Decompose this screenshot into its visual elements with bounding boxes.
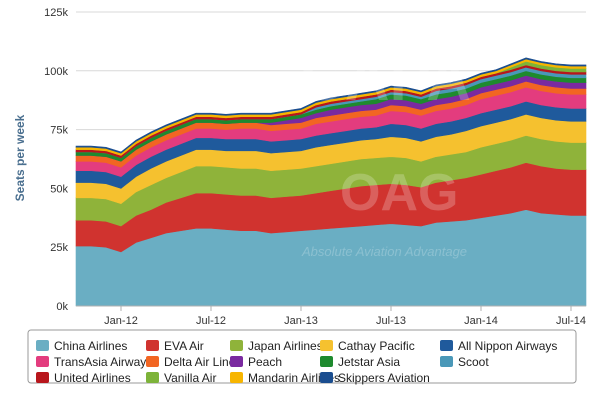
area-series <box>75 57 587 307</box>
legend-label: Scoot <box>458 355 489 369</box>
y-tick-label: 75k <box>50 125 68 137</box>
legend-item[interactable]: Jetstar Asia <box>320 355 400 369</box>
legend-swatch <box>146 356 159 367</box>
legend-swatch <box>320 340 333 351</box>
y-tick-label: 100k <box>44 66 68 78</box>
oag-watermark: OAG <box>340 164 458 222</box>
legend-label: China Airlines <box>54 339 127 353</box>
legend-item[interactable]: Delta Air Lines <box>146 355 241 369</box>
y-tick-label: 25k <box>50 242 68 254</box>
legend-item[interactable]: Vanilla Air <box>146 371 216 385</box>
x-tick-label: Jul-14 <box>556 315 586 327</box>
legend-label: Vanilla Air <box>164 371 216 385</box>
legend-item[interactable]: Cathay Pacific <box>320 339 415 353</box>
x-tick-label: Jan-12 <box>104 315 138 327</box>
legend-swatch <box>440 356 453 367</box>
legend-label: All Nippon Airways <box>458 339 557 353</box>
legend-item[interactable]: Peach <box>230 355 282 369</box>
legend-label: Mandarin Airlines <box>248 371 340 385</box>
y-tick-label: 125k <box>44 7 68 19</box>
legend-label: Delta Air Lines <box>164 355 241 369</box>
legend-swatch <box>36 356 49 367</box>
legend-label: United Airlines <box>54 371 131 385</box>
legend-item[interactable]: EVA Air <box>146 339 204 353</box>
legend-label: Jetstar Asia <box>338 355 400 369</box>
watermark: CAPA OAG Absolute Aviation Advantage <box>300 45 471 259</box>
legend-item[interactable]: Mandarin Airlines <box>230 371 340 385</box>
axes: 0k 25k 50k 75k 100k 125k Jan-12 Jul-12 Jan-13 Jul… <box>44 7 586 327</box>
legend-item[interactable]: China Airlines <box>36 339 127 353</box>
y-axis-label: Seats per week <box>13 114 27 201</box>
legend-label: Peach <box>248 355 282 369</box>
x-tick-label: Jul-13 <box>376 315 406 327</box>
oag-tagline: Absolute Aviation Advantage <box>301 244 467 259</box>
legend-swatch <box>230 356 243 367</box>
legend-item[interactable]: Skippers Aviation <box>320 371 430 385</box>
legend: China Airlines EVA Air Japan Airlines Catha… <box>36 339 557 385</box>
legend-label: TransAsia Airways <box>54 355 152 369</box>
y-tick-label: 50k <box>50 183 68 195</box>
series-area-13 <box>75 57 587 154</box>
corner-watermark: CAPA <box>300 45 471 114</box>
legend-label: EVA Air <box>164 339 204 353</box>
y-tick-label: 0k <box>56 301 68 313</box>
legend-label: Cathay Pacific <box>338 339 415 353</box>
x-tick-label: Jul-12 <box>196 315 226 327</box>
legend-item[interactable]: Scoot <box>440 355 489 369</box>
legend-item[interactable]: Japan Airlines <box>230 339 323 353</box>
x-tick-label: Jan-13 <box>284 315 318 327</box>
legend-swatch <box>36 372 49 383</box>
legend-swatch <box>320 356 333 367</box>
legend-item[interactable]: United Airlines <box>36 371 131 385</box>
legend-swatch <box>36 340 49 351</box>
legend-swatch <box>146 340 159 351</box>
legend-item[interactable]: TransAsia Airways <box>36 355 152 369</box>
legend-swatch <box>230 372 243 383</box>
legend-label: Skippers Aviation <box>338 371 430 385</box>
legend-swatch <box>440 340 453 351</box>
legend-swatch <box>320 372 333 383</box>
legend-label: Japan Airlines <box>248 339 323 353</box>
x-tick-label: Jan-14 <box>464 315 498 327</box>
legend-item[interactable]: All Nippon Airways <box>440 339 557 353</box>
legend-box <box>27 329 577 384</box>
legend-swatch <box>230 340 243 351</box>
legend-swatch <box>146 372 159 383</box>
